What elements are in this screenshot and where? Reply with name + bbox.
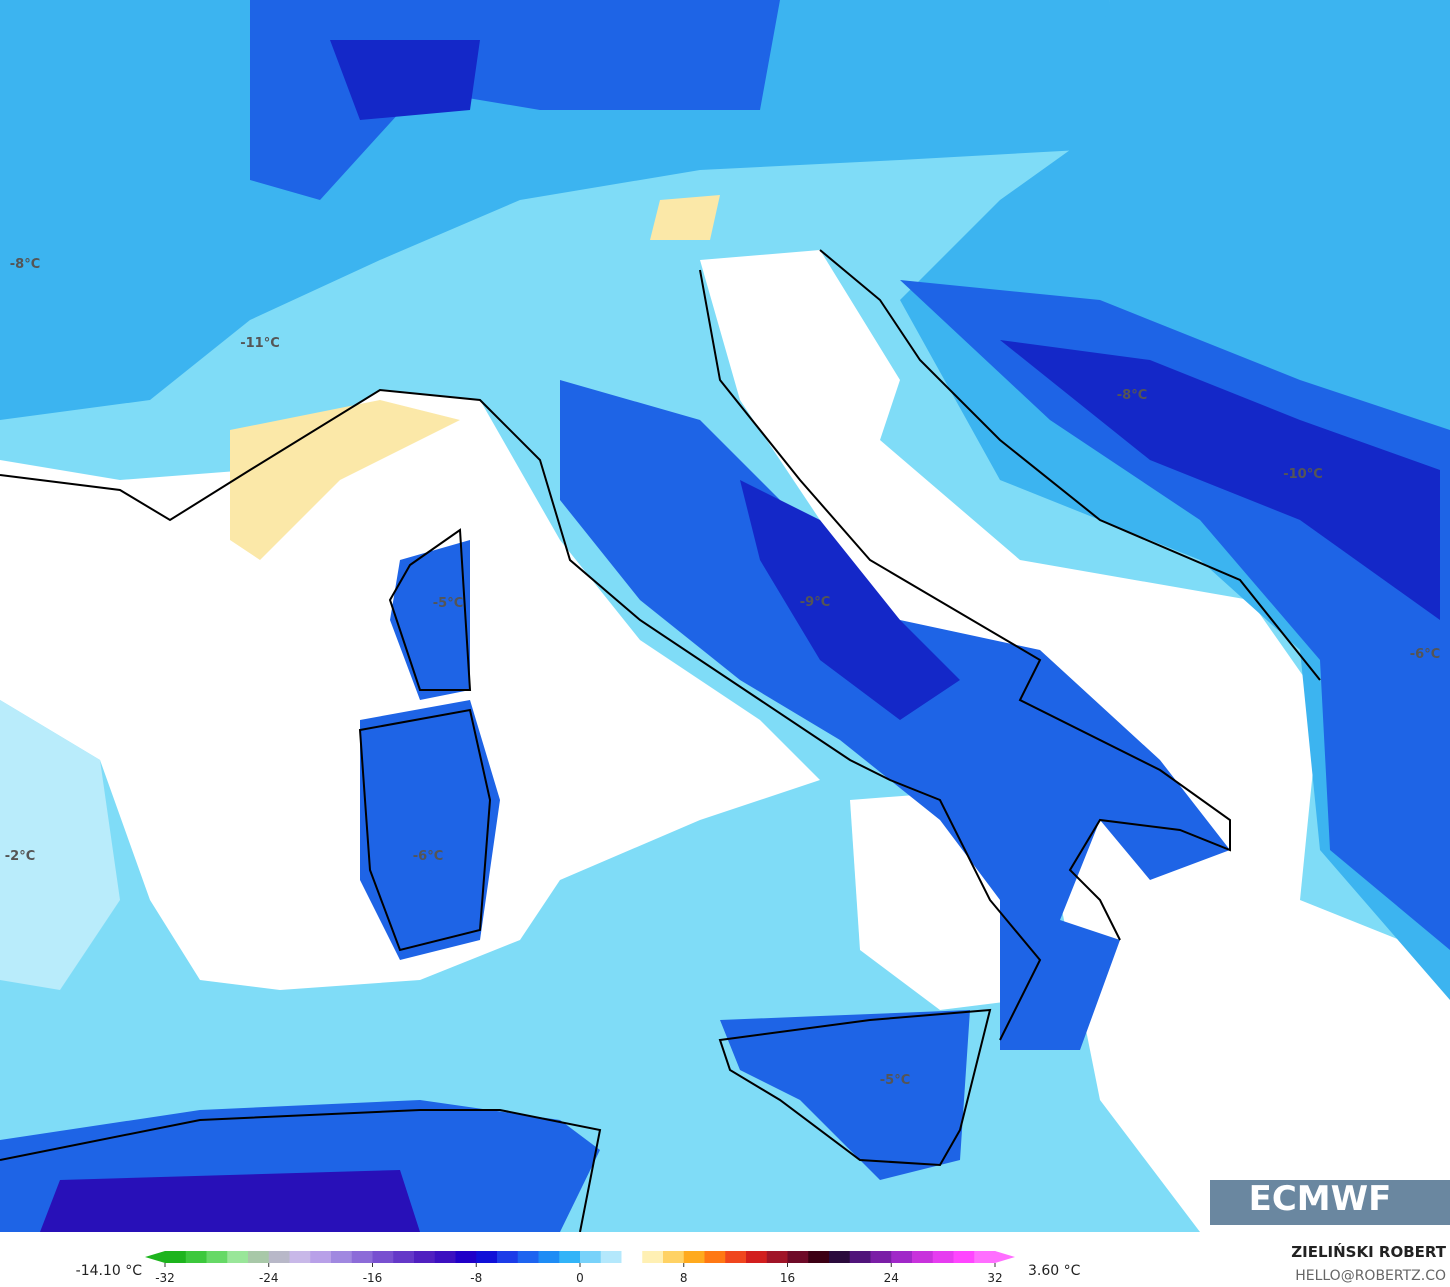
temperature-label: -9°C (800, 595, 830, 610)
colorbar-segment (393, 1251, 415, 1263)
colorbar-tick-label: 24 (884, 1271, 899, 1285)
colorbar-tick-label: 32 (987, 1271, 1002, 1285)
colorbar-segment (310, 1251, 332, 1263)
colorbar-segment (165, 1251, 187, 1263)
temperature-label: -10°C (1283, 467, 1323, 482)
colorbar-segment (517, 1251, 539, 1263)
colorbar-segment (331, 1251, 353, 1263)
colorbar-segment (580, 1251, 602, 1263)
logo: ECMWF (1249, 1179, 1392, 1219)
colorbar-segment (642, 1251, 664, 1263)
temperature-label: -6°C (1410, 647, 1440, 662)
author: ZIELIŃSKI ROBERT (1291, 1242, 1446, 1261)
colorbar-segment (746, 1251, 768, 1263)
colorbar-segment (808, 1251, 830, 1263)
colorbar-end-low (145, 1251, 165, 1263)
contact: HELLO@ROBERTZ.CO (1295, 1268, 1446, 1284)
colorbar-segment (870, 1251, 892, 1263)
colorbar-segment (704, 1251, 726, 1263)
temperature-label: -5°C (433, 596, 463, 611)
colorbar-segment (455, 1251, 477, 1263)
coastlines (0, 249, 1321, 1233)
temperature-label: -5°C (880, 1073, 910, 1088)
colorbar-segment (683, 1251, 705, 1263)
colorbar-segment (829, 1251, 851, 1263)
colorbar-end-high (995, 1251, 1015, 1263)
colorbar-segment (206, 1251, 228, 1263)
temperature-label: -11°C (240, 336, 280, 351)
colorbar-segment (787, 1251, 809, 1263)
temperature-label: -2°C (5, 849, 35, 864)
colorbar-segment (372, 1251, 394, 1263)
colorbar-tick-label: -24 (259, 1271, 279, 1285)
temperature-label: -8°C (10, 257, 40, 272)
colorbar-segment (185, 1251, 207, 1263)
colorbar-tick-label: 8 (680, 1271, 688, 1285)
colorbar-segment (289, 1251, 311, 1263)
colorbar-segment (497, 1251, 519, 1263)
colorbar-segment (725, 1251, 747, 1263)
colorbar-segment (891, 1251, 913, 1263)
colorbar-segment (912, 1251, 934, 1263)
colorbar-segment (932, 1251, 954, 1263)
max-label: 3.60 °C (1028, 1263, 1081, 1279)
colorbar-tick-label: 16 (780, 1271, 795, 1285)
colorbar-segment (248, 1251, 270, 1263)
colorbar-segment (600, 1251, 622, 1263)
colorbar-segment (434, 1251, 456, 1263)
colorbar-tick-label: -32 (155, 1271, 175, 1285)
temperature-label: -6°C (413, 849, 443, 864)
colorbar-segment (559, 1251, 581, 1263)
colorbar-segment (974, 1251, 996, 1263)
colorbar-segment (953, 1251, 975, 1263)
min-label: -14.10 °C (76, 1263, 143, 1279)
colorbar-segment (351, 1251, 373, 1263)
colorbar-segment (621, 1251, 643, 1263)
colorbar-segment (268, 1251, 290, 1263)
colorbar-segment (766, 1251, 788, 1263)
colorbar-tick-label: -8 (470, 1271, 482, 1285)
temperature-fields (0, 0, 1450, 1232)
colorbar-tick-label: 0 (576, 1271, 584, 1285)
colorbar-tick-label: -16 (363, 1271, 383, 1285)
colorbar-segment (538, 1251, 560, 1263)
colorbar-segment (414, 1251, 436, 1263)
colorbar-segment (849, 1251, 871, 1263)
colorbar-segment (663, 1251, 685, 1263)
colorbar-segment (476, 1251, 498, 1263)
temperature-label: -8°C (1117, 388, 1147, 403)
colorbar-segment (227, 1251, 249, 1263)
